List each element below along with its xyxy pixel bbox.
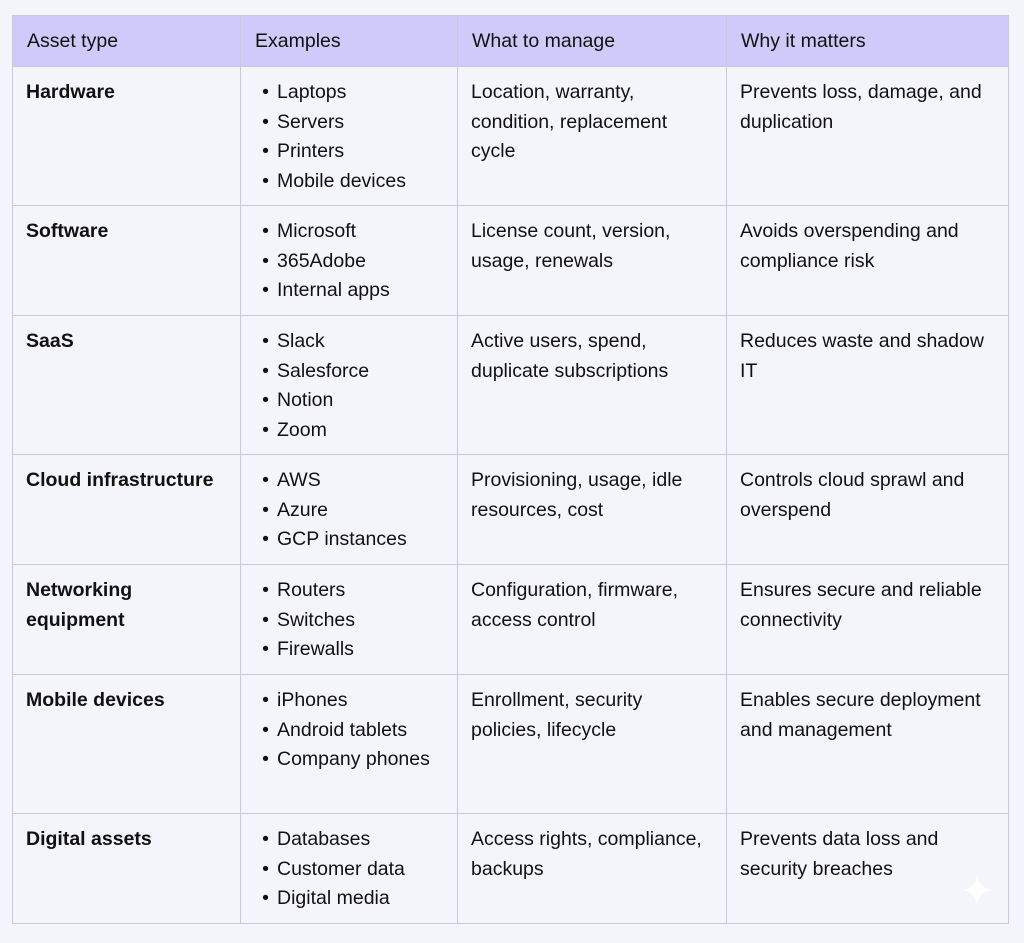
header-what-to-manage: What to manage: [457, 15, 727, 67]
examples-cell: • Microsoft • 365Adobe • Internal apps: [240, 205, 458, 316]
list-item: • Laptops: [262, 81, 347, 103]
list-item: • Customer data: [262, 857, 405, 880]
list-item: • Mobile devices: [262, 169, 406, 192]
examples-list: • Laptops • Servers • Printers • Mobile devi…: [254, 78, 445, 196]
list-item: • Microsoft: [262, 220, 357, 242]
list-item: • Company phones: [262, 748, 430, 770]
sparkle-icon: [961, 874, 993, 906]
table-row: Mobile devices • iPhones • Android tablets…: [12, 674, 1009, 814]
list-item: • Internal apps: [262, 279, 390, 301]
list-item: • Azure: [262, 498, 328, 521]
list-item: • Switches: [262, 608, 356, 631]
examples-list: • Databases • Customer data • Digital media: [254, 825, 445, 914]
asset-type-cell: Networking equipment: [12, 564, 241, 675]
examples-cell: • Laptops • Servers • Printers • Mobile devi…: [240, 66, 458, 206]
header-why-it-matters: Why it matters: [726, 15, 1009, 67]
why-it-matters-cell: Reduces waste and shadow IT: [726, 315, 1009, 455]
examples-cell: • Slack • Salesforce • Notion • Zoom: [240, 315, 458, 455]
list-item: • Slack: [262, 330, 325, 352]
table-row: Networking equipment • Routers • Switches …: [12, 564, 1009, 675]
header-asset-type: Asset type: [12, 15, 241, 67]
why-it-matters-cell: Prevents loss, damage, and duplication: [726, 66, 1009, 206]
table-row: Hardware • Laptops • Servers • Printers • Mo…: [12, 66, 1009, 206]
what-to-manage-cell: Configuration, firmware, access control: [457, 564, 727, 675]
list-item: • iPhones: [262, 689, 348, 711]
asset-type-cell: Cloud infrastructure: [12, 454, 241, 565]
list-item: • Notion: [262, 389, 334, 411]
table-header-row: Asset type Examples What to manage Why i…: [12, 15, 1009, 67]
what-to-manage-cell: License count, version, usage, renewals: [457, 205, 727, 316]
table-row: SaaS • Slack • Salesforce • Notion • Zoom Ac…: [12, 315, 1009, 455]
table-row: Cloud infrastructure • AWS • Azure • GCP in…: [12, 454, 1009, 565]
why-it-matters-cell: Avoids overspending and compliance risk: [726, 205, 1009, 316]
asset-management-table: Asset type Examples What to manage Why i…: [12, 15, 1009, 924]
what-to-manage-cell: Access rights, compliance, backups: [457, 813, 727, 924]
asset-type-cell: Mobile devices: [12, 674, 241, 814]
list-item: • Digital media: [262, 887, 390, 909]
why-it-matters-cell: Prevents data loss and security breaches: [726, 813, 1009, 924]
examples-list: • iPhones • Android tablets • Company phone…: [254, 686, 445, 775]
list-item: • Salesforce: [262, 359, 370, 382]
list-item: • Servers: [262, 110, 345, 133]
examples-cell: • iPhones • Android tablets • Company phone…: [240, 674, 458, 814]
why-it-matters-cell: Ensures secure and reliable connectivity: [726, 564, 1009, 675]
list-item: • Printers: [262, 140, 345, 162]
asset-type-cell: Digital assets: [12, 813, 241, 924]
asset-table-container: Asset type Examples What to manage Why i…: [12, 15, 1009, 924]
table-row: Digital assets • Databases • Customer data…: [12, 813, 1009, 924]
list-item: • Databases: [262, 828, 371, 850]
list-item: • Firewalls: [262, 638, 354, 660]
list-item: • Zoom: [262, 418, 327, 441]
list-item: • GCP instances: [262, 528, 407, 550]
why-it-matters-cell: Controls cloud sprawl and overspend: [726, 454, 1009, 565]
what-to-manage-cell: Provisioning, usage, idle resources, cos…: [457, 454, 727, 565]
what-to-manage-cell: Active users, spend, duplicate subscript…: [457, 315, 727, 455]
asset-type-cell: Hardware: [12, 66, 241, 206]
examples-cell: • Routers • Switches • Firewalls: [240, 564, 458, 675]
table-row: Software • Microsoft • 365Adobe • Internal …: [12, 205, 1009, 316]
examples-list: • AWS • Azure • GCP instances: [254, 466, 445, 555]
why-it-matters-cell: Enables secure deployment and management: [726, 674, 1009, 814]
asset-type-cell: Software: [12, 205, 241, 316]
examples-list: • Microsoft • 365Adobe • Internal apps: [254, 217, 445, 306]
header-examples: Examples: [240, 15, 458, 67]
examples-list: • Slack • Salesforce • Notion • Zoom: [254, 327, 445, 445]
list-item: • 365Adobe: [262, 249, 366, 272]
list-item: • AWS: [262, 469, 321, 491]
examples-cell: • AWS • Azure • GCP instances: [240, 454, 458, 565]
list-item: • Android tablets: [262, 718, 408, 741]
list-item: • Routers: [262, 579, 346, 601]
what-to-manage-cell: Enrollment, security policies, lifecycle: [457, 674, 727, 814]
examples-cell: • Databases • Customer data • Digital media: [240, 813, 458, 924]
what-to-manage-cell: Location, warranty, condition, replaceme…: [457, 66, 727, 206]
asset-type-cell: SaaS: [12, 315, 241, 455]
examples-list: • Routers • Switches • Firewalls: [254, 576, 445, 665]
